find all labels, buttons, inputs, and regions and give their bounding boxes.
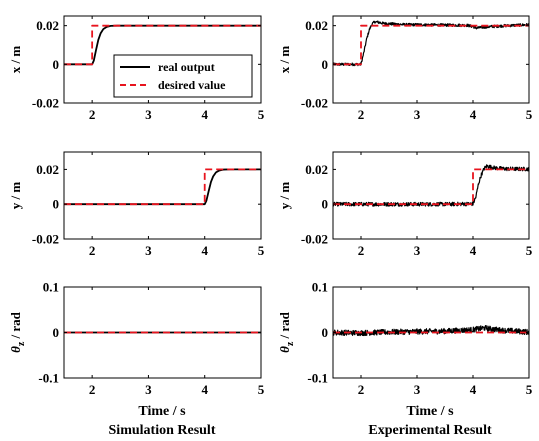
x-tick-label: 5 <box>258 243 265 258</box>
x-tick-label: 5 <box>526 107 533 122</box>
panel-experimental-theta: 2 3 4 5 -0.1 0 0.1 θz / rad <box>277 280 533 398</box>
series-desired-value <box>64 24 261 66</box>
x-tick-label: 4 <box>201 107 208 122</box>
x-tick-label: 2 <box>358 107 365 122</box>
x-tick-label: 5 <box>258 382 265 397</box>
x-tick-label: 3 <box>414 243 421 258</box>
legend-box <box>113 54 253 98</box>
x-tick-label: 4 <box>470 243 477 258</box>
series-real-output <box>64 168 261 206</box>
x-tick-label: 2 <box>358 382 365 397</box>
y-tick-label: 0.1 <box>43 280 59 295</box>
y-tick-label: -0.02 <box>301 96 328 111</box>
x-tick-label: 4 <box>201 382 208 397</box>
legend-label-desired-value: desired value <box>158 78 226 92</box>
plot-area <box>64 168 261 206</box>
x-tick-label: 4 <box>470 382 477 397</box>
x-tick-label: 4 <box>470 107 477 122</box>
y-tick-label: 0 <box>53 325 60 340</box>
y-tick-label: 0.02 <box>305 162 328 177</box>
legend: real output desired value <box>113 54 253 98</box>
x-tick-label: 3 <box>145 382 152 397</box>
series-real-output <box>64 24 261 66</box>
x-tick-label: 5 <box>258 107 265 122</box>
panel-simulation-x: 2 3 4 5 -0.02 0 0.02 x / m <box>8 15 265 122</box>
plot-area <box>333 324 529 337</box>
x-tick-label: 4 <box>201 243 208 258</box>
y-tick-label: -0.02 <box>301 232 328 247</box>
plot-area <box>333 164 529 207</box>
y-axis-label: x / m <box>8 46 23 74</box>
x-tick-label: 5 <box>526 382 533 397</box>
y-axis-label: θz / rad <box>8 311 27 353</box>
y-axis-label: θz / rad <box>277 311 296 353</box>
y-tick-label: 0 <box>322 325 329 340</box>
y-axis-label: x / m <box>277 46 292 74</box>
y-tick-label: 0.02 <box>36 18 59 33</box>
y-axis-label: y / m <box>8 182 23 210</box>
y-tick-label: 0 <box>53 197 60 212</box>
x-tick-label: 3 <box>414 107 421 122</box>
legend-label-real-output: real output <box>158 60 215 74</box>
y-tick-label: 0 <box>322 197 329 212</box>
panel-experimental-y: 2 3 4 5 -0.02 0 0.02 y / m <box>277 151 533 258</box>
y-tick-label: 0 <box>322 57 329 72</box>
caption-experimental: Experimental Result <box>368 423 492 438</box>
y-tick-label: -0.02 <box>32 232 59 247</box>
series-real-output <box>333 20 529 67</box>
y-tick-label: -0.02 <box>32 96 59 111</box>
x-tick-label: 3 <box>145 107 152 122</box>
plot-area <box>333 20 529 67</box>
x-tick-label: 2 <box>89 107 96 122</box>
series-desired-value <box>333 168 529 206</box>
y-tick-label: 0.02 <box>36 162 59 177</box>
series-real-output <box>333 324 529 337</box>
x-tick-label: 5 <box>526 243 533 258</box>
x-tick-label: 2 <box>89 243 96 258</box>
axes-frame <box>332 151 530 240</box>
x-tick-label: 2 <box>358 243 365 258</box>
y-tick-label: -0.1 <box>307 371 328 386</box>
y-tick-label: 0.02 <box>305 18 328 33</box>
panel-simulation-theta: 2 3 4 5 -0.1 0 0.1 θz / rad <box>8 280 265 398</box>
y-tick-label: 0 <box>53 57 60 72</box>
time-axis-label-experimental: Time / s <box>406 404 454 419</box>
plot-area <box>64 24 261 66</box>
x-tick-label: 3 <box>414 382 421 397</box>
panel-simulation-y: 2 3 4 5 -0.02 0 0.02 y / m <box>8 151 265 258</box>
caption-simulation: Simulation Result <box>109 423 216 438</box>
x-tick-label: 3 <box>145 243 152 258</box>
x-tick-label: 2 <box>89 382 96 397</box>
series-desired-value <box>333 24 529 66</box>
y-tick-label: 0.1 <box>312 280 328 295</box>
series-desired-value <box>64 168 261 206</box>
y-tick-label: -0.1 <box>38 371 59 386</box>
time-axis-label-simulation: Time / s <box>138 404 186 419</box>
series-real-output <box>333 164 529 207</box>
panel-experimental-x: 2 3 4 5 -0.02 0 0.02 x / m <box>277 15 533 122</box>
axes-frame <box>63 151 262 240</box>
axes-frame <box>332 15 530 104</box>
axes-frame <box>63 15 262 104</box>
y-axis-label: y / m <box>277 182 292 210</box>
